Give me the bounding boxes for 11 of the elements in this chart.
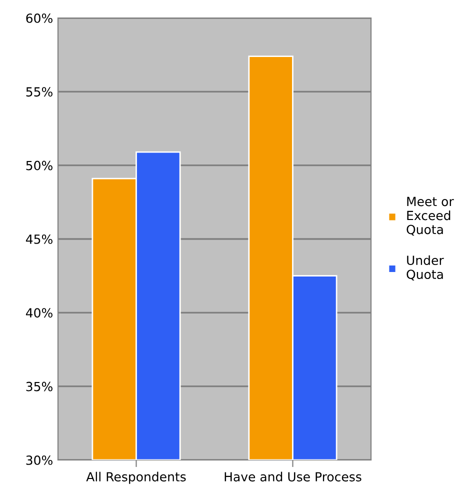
legend-label: Under Quota bbox=[406, 255, 444, 280]
y-tick-label: 50% bbox=[26, 160, 52, 170]
y-tick-label: 60% bbox=[26, 13, 52, 23]
x-tick-label: Have and Use Process bbox=[224, 472, 362, 482]
y-tick-label: 40% bbox=[26, 308, 52, 318]
legend-label: Meet or Exceed Quota bbox=[406, 196, 454, 236]
y-tick-label: 45% bbox=[26, 234, 52, 244]
y-tick-label: 30% bbox=[26, 455, 52, 465]
y-tick-label: 35% bbox=[26, 382, 52, 392]
x-tick-label: All Respondents bbox=[86, 472, 186, 484]
y-tick-label: 55% bbox=[26, 87, 52, 97]
